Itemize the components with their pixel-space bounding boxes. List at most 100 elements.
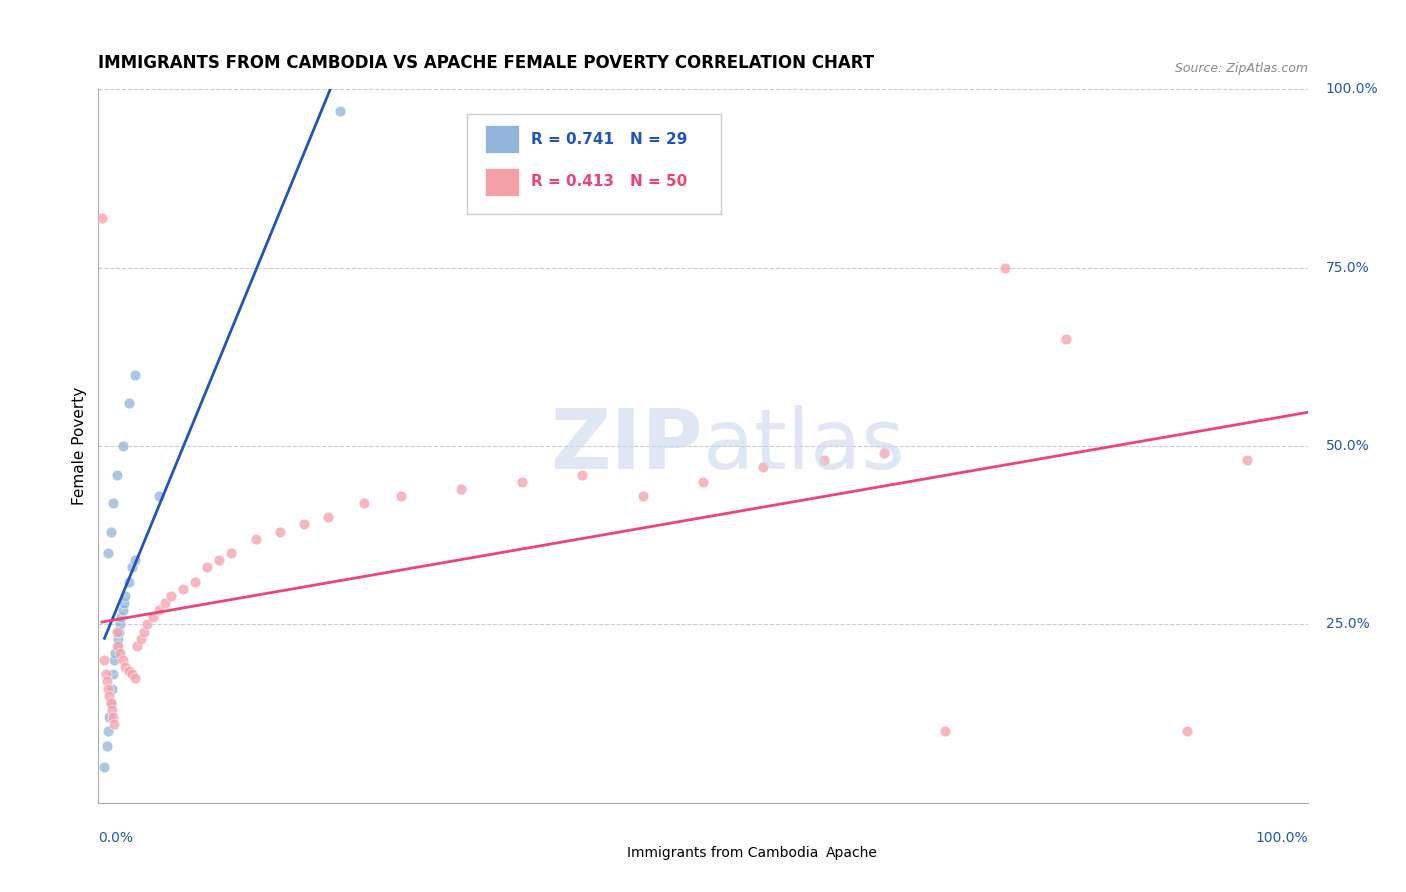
- Point: [1054, 332, 1077, 346]
- Text: R = 0.741: R = 0.741: [531, 132, 614, 146]
- Point: [108, 646, 131, 660]
- Point: [121, 560, 143, 574]
- Point: [316, 510, 339, 524]
- Text: N = 50: N = 50: [630, 175, 688, 189]
- Point: [97, 681, 120, 696]
- Text: atlas: atlas: [703, 406, 904, 486]
- Point: [1236, 453, 1258, 467]
- Point: [1175, 724, 1198, 739]
- Point: [93, 653, 115, 667]
- Point: [329, 103, 352, 118]
- FancyBboxPatch shape: [485, 168, 519, 196]
- FancyBboxPatch shape: [485, 125, 519, 153]
- Point: [101, 710, 124, 724]
- Point: [153, 596, 176, 610]
- Point: [118, 664, 141, 678]
- Point: [245, 532, 267, 546]
- Point: [97, 546, 120, 560]
- Point: [184, 574, 207, 589]
- Point: [148, 489, 170, 503]
- Point: [631, 489, 654, 503]
- Point: [98, 689, 121, 703]
- Text: IMMIGRANTS FROM CAMBODIA VS APACHE FEMALE POVERTY CORRELATION CHART: IMMIGRANTS FROM CAMBODIA VS APACHE FEMAL…: [98, 54, 875, 72]
- Point: [101, 496, 124, 510]
- Point: [124, 671, 146, 685]
- Point: [127, 639, 149, 653]
- FancyBboxPatch shape: [793, 842, 820, 863]
- Point: [292, 517, 315, 532]
- Point: [94, 667, 117, 681]
- Point: [934, 724, 956, 739]
- Point: [108, 617, 131, 632]
- Point: [100, 703, 122, 717]
- Point: [96, 739, 118, 753]
- FancyBboxPatch shape: [595, 842, 621, 863]
- Text: Immigrants from Cambodia: Immigrants from Cambodia: [627, 846, 818, 860]
- Point: [571, 467, 593, 482]
- Point: [111, 653, 134, 667]
- Point: [100, 696, 122, 710]
- Point: [98, 710, 121, 724]
- Point: [110, 610, 132, 624]
- Point: [121, 667, 143, 681]
- Point: [107, 639, 129, 653]
- Point: [103, 653, 125, 667]
- Point: [101, 667, 124, 681]
- Point: [104, 646, 127, 660]
- Text: 75.0%: 75.0%: [1326, 260, 1369, 275]
- Text: ZIP: ZIP: [551, 406, 703, 486]
- Point: [124, 553, 146, 567]
- Point: [118, 574, 141, 589]
- Point: [105, 639, 128, 653]
- Y-axis label: Female Poverty: Female Poverty: [72, 387, 87, 505]
- Point: [105, 467, 128, 482]
- Text: 0.0%: 0.0%: [98, 831, 134, 846]
- Point: [114, 660, 136, 674]
- Point: [111, 439, 134, 453]
- Point: [97, 724, 120, 739]
- Point: [105, 624, 128, 639]
- Point: [353, 496, 375, 510]
- Point: [208, 553, 231, 567]
- Text: 100.0%: 100.0%: [1256, 831, 1308, 846]
- Point: [96, 674, 118, 689]
- Point: [752, 460, 775, 475]
- Point: [103, 717, 125, 731]
- Point: [269, 524, 291, 539]
- Point: [111, 603, 134, 617]
- Text: Apache: Apache: [827, 846, 879, 860]
- Text: Source: ZipAtlas.com: Source: ZipAtlas.com: [1174, 62, 1308, 75]
- Point: [91, 211, 114, 225]
- Point: [100, 524, 122, 539]
- Text: R = 0.413: R = 0.413: [531, 175, 614, 189]
- Point: [100, 696, 122, 710]
- Point: [873, 446, 896, 460]
- Point: [195, 560, 218, 574]
- Point: [994, 260, 1017, 275]
- Point: [450, 482, 472, 496]
- Point: [172, 582, 194, 596]
- Text: 100.0%: 100.0%: [1326, 82, 1378, 96]
- Text: N = 29: N = 29: [630, 132, 688, 146]
- Point: [389, 489, 412, 503]
- Point: [135, 617, 157, 632]
- Point: [114, 589, 136, 603]
- Point: [107, 632, 129, 646]
- Text: 50.0%: 50.0%: [1326, 439, 1369, 453]
- Point: [510, 475, 533, 489]
- Point: [129, 632, 152, 646]
- Point: [134, 624, 156, 639]
- Point: [160, 589, 183, 603]
- Text: 25.0%: 25.0%: [1326, 617, 1369, 632]
- Point: [813, 453, 835, 467]
- Point: [692, 475, 714, 489]
- Point: [148, 603, 170, 617]
- Point: [108, 624, 131, 639]
- Point: [124, 368, 146, 382]
- FancyBboxPatch shape: [467, 114, 721, 214]
- Point: [221, 546, 243, 560]
- Point: [93, 760, 115, 774]
- Point: [142, 610, 165, 624]
- Point: [112, 596, 135, 610]
- Point: [118, 396, 141, 410]
